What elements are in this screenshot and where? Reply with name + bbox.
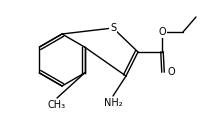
Text: CH₃: CH₃ [48, 100, 66, 110]
Text: O: O [167, 67, 175, 77]
Text: NH₂: NH₂ [104, 98, 122, 108]
Text: S: S [110, 23, 116, 33]
Text: O: O [158, 27, 166, 37]
